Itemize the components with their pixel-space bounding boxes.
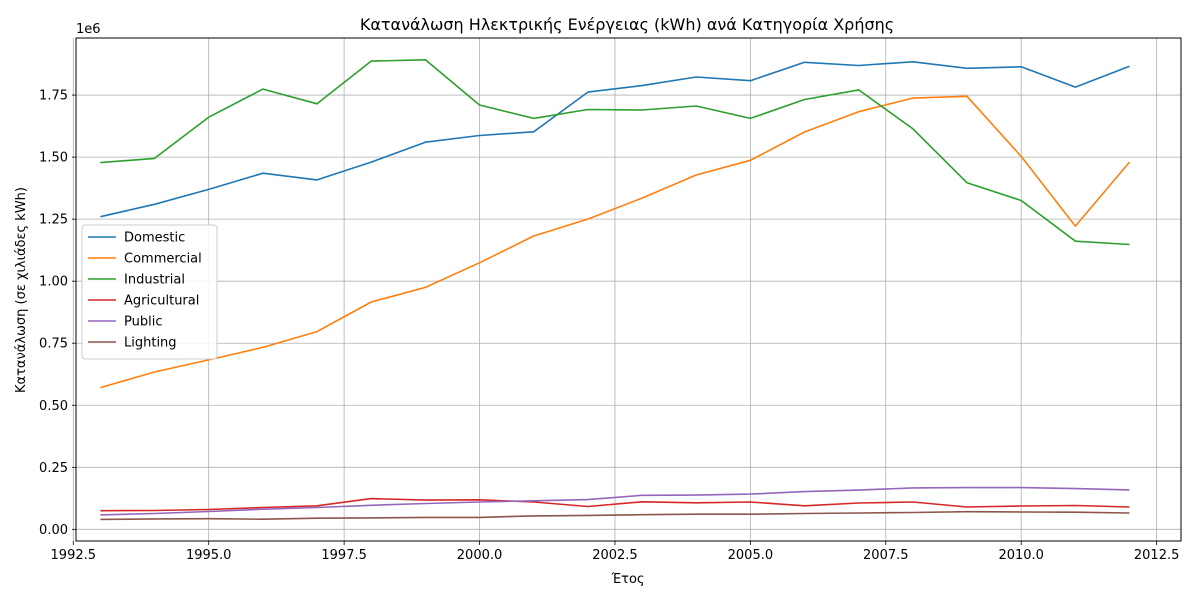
legend-label-commercial: Commercial — [124, 252, 202, 267]
legend-label-lighting: Lighting — [124, 336, 177, 351]
series-line-industrial — [100, 58, 1130, 246]
series-line-agricultural — [100, 497, 1130, 512]
x-axis-label: Έτος — [610, 572, 644, 587]
grid-lines — [72, 38, 1181, 541]
y-tick-label: 0.25 — [39, 461, 68, 476]
y-tick-label: 1.00 — [39, 275, 68, 290]
x-axis-ticks: 1992.5 1995.0 1997.5 2000.0 2002.5 2005.0 2007… — [51, 541, 1180, 563]
series-line-domestic — [100, 60, 1130, 218]
x-tick-label: 1995.0 — [186, 548, 232, 563]
legend: Domestic Commercial Industrial Agricultural… — [81, 224, 218, 360]
y-tick-label: 0.50 — [39, 399, 68, 414]
series-lines — [100, 58, 1131, 521]
x-tick-label: 2000.0 — [457, 548, 503, 563]
legend-label-public: Public — [124, 315, 162, 330]
y-tick-label: 1.50 — [39, 151, 68, 166]
series-line-commercial — [100, 95, 1131, 389]
y-axis-ticks: 0.00 0.25 0.50 0.75 1.00 1.25 1.50 1.75 — [39, 89, 76, 538]
y-tick-label: 1.25 — [39, 213, 68, 228]
x-tick-label: 2007.5 — [863, 548, 909, 563]
legend-label-agricultural: Agricultural — [124, 294, 199, 309]
x-tick-label: 2002.5 — [592, 548, 638, 563]
chart-title: Κατανάλωση Ηλεκτρικής Ενέργειας (kWh) αν… — [360, 15, 894, 34]
x-tick-label: 2005.0 — [728, 548, 774, 563]
y-offset-label: 1e6 — [76, 22, 101, 37]
x-tick-label: 2010.0 — [998, 548, 1044, 563]
legend-label-industrial: Industrial — [124, 273, 185, 288]
series-line-public — [100, 486, 1130, 516]
x-tick-label: 1992.5 — [51, 548, 97, 563]
y-axis-label: Κατανάλωση (σε χιλιάδες kWh) — [14, 187, 29, 393]
x-tick-label: 2012.5 — [1134, 548, 1180, 563]
series-line-lighting — [100, 510, 1130, 521]
legend-label-domestic: Domestic — [124, 231, 185, 246]
x-tick-label: 1997.5 — [321, 548, 367, 563]
y-tick-label: 1.75 — [39, 89, 68, 104]
y-tick-label: 0.75 — [39, 337, 68, 352]
y-tick-label: 0.00 — [39, 523, 68, 538]
plot-area-frame — [75, 37, 1182, 542]
